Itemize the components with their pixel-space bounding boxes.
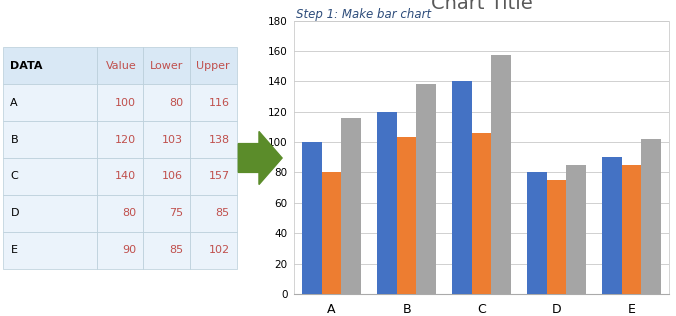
Text: DATA: DATA — [10, 61, 43, 71]
FancyBboxPatch shape — [3, 158, 97, 195]
Bar — [341, 118, 361, 294]
Text: 138: 138 — [208, 135, 230, 144]
FancyArrow shape — [238, 131, 282, 185]
Text: 80: 80 — [169, 98, 183, 108]
Text: E: E — [10, 245, 18, 255]
FancyBboxPatch shape — [97, 158, 143, 195]
Bar — [472, 133, 491, 294]
Text: Lower: Lower — [149, 61, 183, 71]
FancyBboxPatch shape — [190, 121, 237, 158]
Bar — [377, 112, 397, 294]
Bar — [566, 165, 586, 294]
Text: 80: 80 — [122, 208, 137, 218]
Text: 140: 140 — [115, 172, 137, 181]
FancyBboxPatch shape — [97, 121, 143, 158]
Bar — [622, 165, 642, 294]
Text: 75: 75 — [169, 208, 183, 218]
Bar — [397, 137, 416, 294]
Bar — [302, 142, 322, 294]
Text: C: C — [10, 172, 18, 181]
Text: 116: 116 — [209, 98, 230, 108]
FancyBboxPatch shape — [97, 47, 143, 84]
Text: 85: 85 — [216, 208, 230, 218]
FancyBboxPatch shape — [143, 232, 190, 269]
FancyBboxPatch shape — [190, 84, 237, 121]
FancyBboxPatch shape — [97, 195, 143, 232]
Bar — [547, 180, 566, 294]
Text: 120: 120 — [115, 135, 137, 144]
Text: Step 1: Make bar chart: Step 1: Make bar chart — [296, 8, 431, 21]
FancyBboxPatch shape — [143, 195, 190, 232]
FancyBboxPatch shape — [143, 84, 190, 121]
FancyBboxPatch shape — [3, 47, 97, 84]
FancyBboxPatch shape — [190, 47, 237, 84]
Text: 85: 85 — [169, 245, 183, 255]
FancyBboxPatch shape — [3, 232, 97, 269]
Title: Chart Title: Chart Title — [431, 0, 533, 13]
Text: 103: 103 — [162, 135, 183, 144]
FancyBboxPatch shape — [3, 121, 97, 158]
FancyBboxPatch shape — [143, 158, 190, 195]
FancyBboxPatch shape — [143, 121, 190, 158]
FancyBboxPatch shape — [143, 47, 190, 84]
Text: 100: 100 — [116, 98, 137, 108]
Bar — [491, 56, 511, 294]
Bar — [416, 84, 436, 294]
Text: A: A — [10, 98, 18, 108]
FancyBboxPatch shape — [97, 84, 143, 121]
FancyBboxPatch shape — [97, 232, 143, 269]
Text: 90: 90 — [122, 245, 137, 255]
Bar — [322, 173, 341, 294]
Text: B: B — [10, 135, 18, 144]
Text: Upper: Upper — [196, 61, 230, 71]
Text: 102: 102 — [208, 245, 230, 255]
Bar — [642, 139, 661, 294]
Bar — [602, 157, 622, 294]
Text: D: D — [10, 208, 19, 218]
Bar — [527, 173, 547, 294]
Text: 157: 157 — [208, 172, 230, 181]
Bar — [452, 81, 472, 294]
FancyBboxPatch shape — [3, 84, 97, 121]
FancyBboxPatch shape — [3, 195, 97, 232]
FancyBboxPatch shape — [190, 232, 237, 269]
Text: Value: Value — [105, 61, 137, 71]
FancyBboxPatch shape — [190, 158, 237, 195]
FancyBboxPatch shape — [190, 195, 237, 232]
Text: 106: 106 — [162, 172, 183, 181]
